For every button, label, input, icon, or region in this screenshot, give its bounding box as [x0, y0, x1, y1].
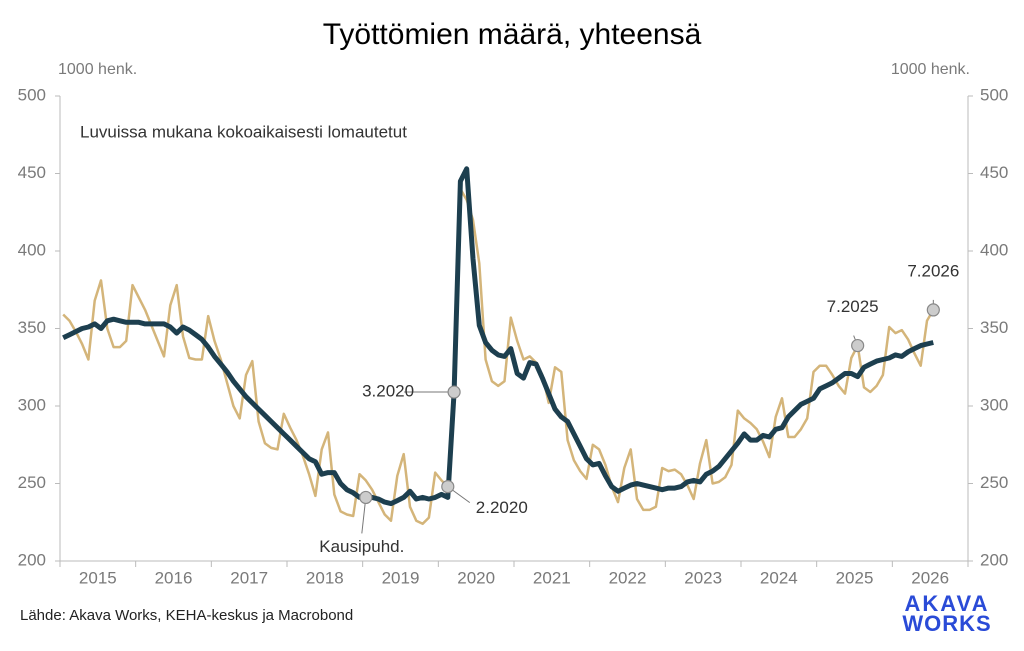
y2-tick-label: 200: [980, 550, 1008, 569]
annotation: 7.2025: [827, 297, 879, 316]
y2-tick-label: 500: [980, 85, 1008, 104]
x-tick-label: 2022: [609, 568, 647, 587]
logo: AKAVA: [905, 591, 990, 616]
series-line: [62, 166, 934, 507]
y-tick-label: 350: [18, 318, 46, 337]
x-tick-label: 2021: [533, 568, 571, 587]
note: Luvuissa mukana kokoaikaisesti lomautetu…: [80, 122, 407, 141]
x-tick-label: 2020: [457, 568, 495, 587]
logo: WORKS: [902, 611, 991, 636]
x-tick-label: 2025: [836, 568, 874, 587]
chart-title: Työttömien määrä, yhteensä: [323, 18, 702, 51]
source: Lähde: Akava Works, KEHA-keskus ja Macro…: [20, 607, 353, 624]
y2-tick-label: 450: [980, 163, 1008, 182]
y-tick-label: 200: [18, 550, 46, 569]
x-tick-label: 2019: [382, 568, 420, 587]
y2-tick-label: 250: [980, 473, 1008, 492]
y-tick-label: 450: [18, 163, 46, 182]
series-line: [62, 187, 935, 526]
x-tick-label: 2026: [911, 568, 949, 587]
annotation: 3.2020: [362, 382, 414, 401]
y-tick-label: 500: [18, 85, 46, 104]
x-tick-label: 2015: [79, 568, 117, 587]
annotation: 7.2026: [907, 261, 959, 280]
x-tick-label: 2023: [684, 568, 722, 587]
annotation-marker: [447, 385, 461, 399]
annotation-marker: [359, 490, 373, 505]
x-tick-label: 2017: [230, 568, 268, 587]
y2-tick-label: 400: [980, 240, 1008, 259]
annotation: Kausipuhd.: [319, 537, 404, 556]
x-tick-label: 2024: [760, 568, 798, 587]
annotation-marker: [926, 303, 940, 317]
y-tick-label: 250: [18, 473, 46, 492]
y-tick-label: 300: [18, 395, 46, 414]
y2-tick-label: 350: [980, 318, 1008, 337]
annotation-marker: [441, 480, 455, 494]
y-tick-label: 400: [18, 240, 46, 259]
y2-axis-label: 1000 henk.: [891, 61, 970, 78]
y2-tick-label: 300: [980, 395, 1008, 414]
annotation-marker: [851, 338, 865, 353]
x-tick-label: 2016: [155, 568, 193, 587]
annotation: 2.2020: [476, 498, 528, 517]
x-tick-label: 2018: [306, 568, 344, 587]
y-axis-label: 1000 henk.: [58, 61, 137, 78]
